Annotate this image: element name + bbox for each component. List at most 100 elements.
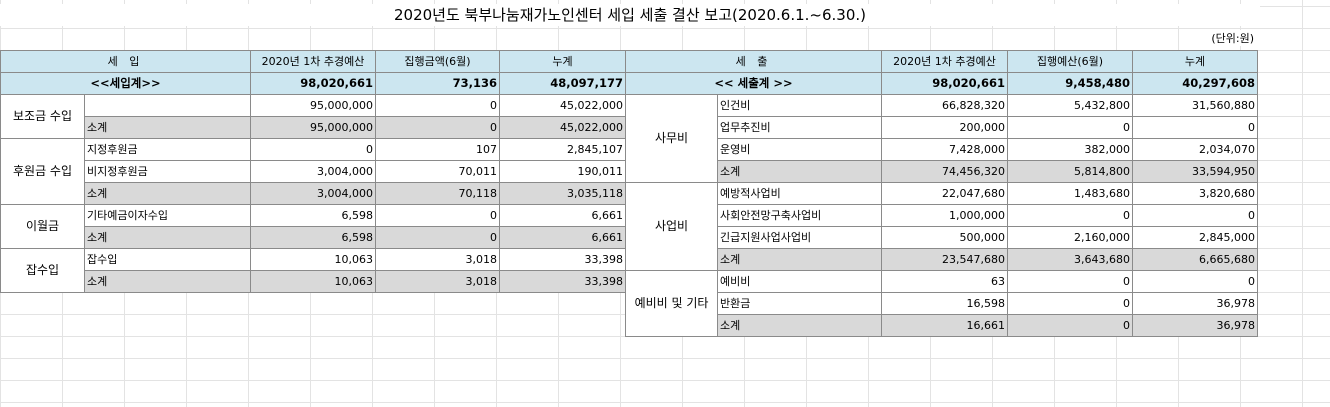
expense-header-section[interactable]: 세 출 <box>625 50 882 73</box>
expense-cumulative-cell[interactable]: 3,820,680 <box>1132 182 1258 205</box>
income-cumulative-cell[interactable]: 3,035,118 <box>499 182 626 205</box>
expense-month-cell[interactable]: 0 <box>1007 270 1133 293</box>
income-budget-cell[interactable]: 6,598 <box>250 226 376 249</box>
expense-budget-cell[interactable]: 16,598 <box>881 292 1008 315</box>
income-item-cell[interactable] <box>84 94 251 117</box>
expense-budget-cell[interactable]: 74,456,320 <box>881 160 1008 183</box>
expense-month-cell[interactable]: 1,483,680 <box>1007 182 1133 205</box>
income-cumulative-cell[interactable]: 45,022,000 <box>499 94 626 117</box>
expense-budget-cell[interactable]: 66,828,320 <box>881 94 1008 117</box>
income-total-label[interactable]: <<세입계>> <box>0 72 251 95</box>
expense-cumulative-cell[interactable]: 0 <box>1132 270 1258 293</box>
expense-budget-cell[interactable]: 500,000 <box>881 226 1008 249</box>
expense-item-cell[interactable]: 사회안전망구축사업비 <box>717 204 882 227</box>
expense-item-cell[interactable]: 소계 <box>717 314 882 337</box>
income-budget-cell[interactable]: 3,004,000 <box>250 160 376 183</box>
income-cumulative-cell[interactable]: 6,661 <box>499 204 626 227</box>
expense-cumulative-cell[interactable]: 36,978 <box>1132 314 1258 337</box>
expense-item-cell[interactable]: 긴급지원사업사업비 <box>717 226 882 249</box>
income-month-cell[interactable]: 3,018 <box>375 248 500 271</box>
income-total-budget[interactable]: 98,020,661 <box>250 72 376 95</box>
income-budget-cell[interactable]: 10,063 <box>250 270 376 293</box>
expense-category-cell[interactable]: 사업비 <box>625 182 718 271</box>
income-item-cell[interactable]: 소계 <box>84 270 251 293</box>
expense-category-cell[interactable]: 사무비 <box>625 94 718 183</box>
income-item-cell[interactable]: 소계 <box>84 182 251 205</box>
income-item-cell[interactable]: 소계 <box>84 226 251 249</box>
expense-cumulative-cell[interactable]: 31,560,880 <box>1132 94 1258 117</box>
expense-cumulative-cell[interactable]: 0 <box>1132 116 1258 139</box>
income-budget-cell[interactable]: 0 <box>250 138 376 161</box>
income-item-cell[interactable]: 소계 <box>84 116 251 139</box>
expense-header-col-2[interactable]: 집행예산(6월) <box>1007 50 1133 73</box>
income-month-cell[interactable]: 107 <box>375 138 500 161</box>
expense-month-cell[interactable]: 5,814,800 <box>1007 160 1133 183</box>
expense-item-cell[interactable]: 인건비 <box>717 94 882 117</box>
expense-item-cell[interactable]: 예방적사업비 <box>717 182 882 205</box>
income-item-cell[interactable]: 잡수입 <box>84 248 251 271</box>
income-month-cell[interactable]: 70,011 <box>375 160 500 183</box>
expense-category-cell[interactable]: 예비비 및 기타 <box>625 270 718 337</box>
expense-month-cell[interactable]: 382,000 <box>1007 138 1133 161</box>
expense-month-cell[interactable]: 0 <box>1007 292 1133 315</box>
expense-budget-cell[interactable]: 1,000,000 <box>881 204 1008 227</box>
expense-budget-cell[interactable]: 63 <box>881 270 1008 293</box>
expense-month-cell[interactable]: 2,160,000 <box>1007 226 1133 249</box>
income-category-cell[interactable]: 보조금 수입 <box>0 94 85 139</box>
income-cumulative-cell[interactable]: 6,661 <box>499 226 626 249</box>
expense-total-month[interactable]: 9,458,480 <box>1007 72 1133 95</box>
expense-item-cell[interactable]: 반환금 <box>717 292 882 315</box>
expense-cumulative-cell[interactable]: 2,845,000 <box>1132 226 1258 249</box>
expense-budget-cell[interactable]: 16,661 <box>881 314 1008 337</box>
income-category-cell[interactable]: 후원금 수입 <box>0 138 85 205</box>
income-budget-cell[interactable]: 6,598 <box>250 204 376 227</box>
expense-cumulative-cell[interactable]: 33,594,950 <box>1132 160 1258 183</box>
income-month-cell[interactable]: 3,018 <box>375 270 500 293</box>
expense-month-cell[interactable]: 0 <box>1007 314 1133 337</box>
expense-month-cell[interactable]: 3,643,680 <box>1007 248 1133 271</box>
expense-header-col-1[interactable]: 2020년 1차 추경예산 <box>881 50 1008 73</box>
income-cumulative-cell[interactable]: 190,011 <box>499 160 626 183</box>
income-total-month[interactable]: 73,136 <box>375 72 500 95</box>
income-cumulative-cell[interactable]: 45,022,000 <box>499 116 626 139</box>
expense-item-cell[interactable]: 예비비 <box>717 270 882 293</box>
income-month-cell[interactable]: 70,118 <box>375 182 500 205</box>
income-cumulative-cell[interactable]: 2,845,107 <box>499 138 626 161</box>
income-budget-cell[interactable]: 95,000,000 <box>250 116 376 139</box>
income-budget-cell[interactable]: 95,000,000 <box>250 94 376 117</box>
expense-cumulative-cell[interactable]: 6,665,680 <box>1132 248 1258 271</box>
income-item-cell[interactable]: 지정후원금 <box>84 138 251 161</box>
income-cumulative-cell[interactable]: 33,398 <box>499 248 626 271</box>
expense-item-cell[interactable]: 업무추진비 <box>717 116 882 139</box>
income-month-cell[interactable]: 0 <box>375 204 500 227</box>
income-header-section[interactable]: 세 입 <box>0 50 251 73</box>
expense-budget-cell[interactable]: 200,000 <box>881 116 1008 139</box>
income-budget-cell[interactable]: 3,004,000 <box>250 182 376 205</box>
expense-item-cell[interactable]: 소계 <box>717 160 882 183</box>
income-month-cell[interactable]: 0 <box>375 94 500 117</box>
income-header-col-3[interactable]: 누계 <box>499 50 626 73</box>
income-header-col-2[interactable]: 집행금액(6월) <box>375 50 500 73</box>
income-cumulative-cell[interactable]: 33,398 <box>499 270 626 293</box>
income-category-cell[interactable]: 이월금 <box>0 204 85 249</box>
income-item-cell[interactable]: 기타예금이자수입 <box>84 204 251 227</box>
income-item-cell[interactable]: 비지정후원금 <box>84 160 251 183</box>
expense-month-cell[interactable]: 5,432,800 <box>1007 94 1133 117</box>
income-category-cell[interactable]: 잡수입 <box>0 248 85 293</box>
expense-month-cell[interactable]: 0 <box>1007 204 1133 227</box>
expense-cumulative-cell[interactable]: 36,978 <box>1132 292 1258 315</box>
expense-cumulative-cell[interactable]: 2,034,070 <box>1132 138 1258 161</box>
expense-budget-cell[interactable]: 23,547,680 <box>881 248 1008 271</box>
expense-total-budget[interactable]: 98,020,661 <box>881 72 1008 95</box>
income-budget-cell[interactable]: 10,063 <box>250 248 376 271</box>
expense-header-col-3[interactable]: 누계 <box>1132 50 1258 73</box>
income-header-col-1[interactable]: 2020년 1차 추경예산 <box>250 50 376 73</box>
expense-total-label[interactable]: << 세출계 >> <box>625 72 882 95</box>
expense-month-cell[interactable]: 0 <box>1007 116 1133 139</box>
expense-total-cum[interactable]: 40,297,608 <box>1132 72 1258 95</box>
expense-budget-cell[interactable]: 7,428,000 <box>881 138 1008 161</box>
income-month-cell[interactable]: 0 <box>375 226 500 249</box>
expense-cumulative-cell[interactable]: 0 <box>1132 204 1258 227</box>
expense-budget-cell[interactable]: 22,047,680 <box>881 182 1008 205</box>
income-total-cum[interactable]: 48,097,177 <box>499 72 626 95</box>
